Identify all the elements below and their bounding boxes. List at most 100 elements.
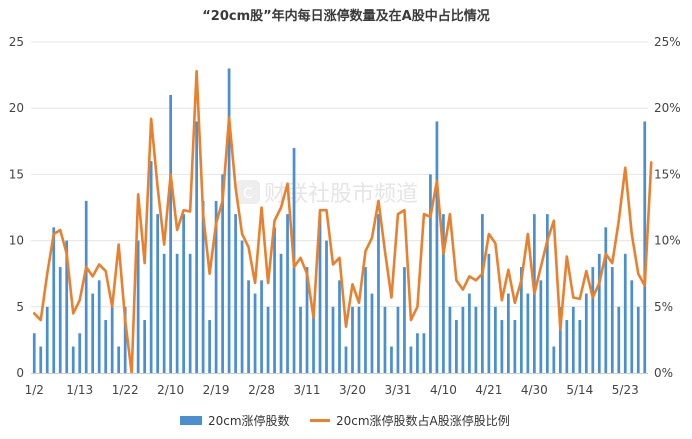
bar xyxy=(221,174,224,373)
bar xyxy=(357,306,361,373)
bar xyxy=(312,306,315,373)
bar xyxy=(84,200,88,373)
bar xyxy=(416,333,419,373)
svg-text:C: C xyxy=(243,186,253,202)
y-tick-label: 5 xyxy=(16,300,24,314)
y2-tick-label: 25% xyxy=(654,35,681,49)
bar xyxy=(461,306,465,373)
x-tick-label: 5/14 xyxy=(566,383,593,397)
bar xyxy=(117,346,121,373)
bar xyxy=(364,267,367,373)
bar xyxy=(565,320,569,373)
x-tick-label: 3/31 xyxy=(384,383,411,397)
bar xyxy=(325,240,328,373)
bar xyxy=(409,346,413,373)
bar xyxy=(149,161,153,373)
bar xyxy=(558,306,562,373)
bar xyxy=(584,293,588,373)
bar xyxy=(305,267,309,373)
bar xyxy=(273,227,276,373)
legend: 20cm涨停股数 20cm涨停股数占A股涨停股比例 xyxy=(180,413,510,428)
bar xyxy=(604,227,608,373)
bar xyxy=(169,94,173,374)
watermark: C 财联社股市频道 xyxy=(236,180,418,207)
bar xyxy=(370,293,374,373)
y2-tick-label: 0% xyxy=(654,366,673,380)
bar xyxy=(65,240,69,373)
x-tick-label: 2/28 xyxy=(248,383,275,397)
bar xyxy=(260,280,263,373)
y-tick-label: 20 xyxy=(9,101,24,115)
bar xyxy=(247,280,250,373)
bar xyxy=(214,200,218,373)
legend-label-line: 20cm涨停股数占A股涨停股比例 xyxy=(336,413,510,428)
bar xyxy=(299,306,302,373)
bar xyxy=(390,346,393,373)
bar xyxy=(227,68,231,373)
bar xyxy=(240,240,244,373)
bar xyxy=(481,214,484,373)
bar xyxy=(643,121,647,373)
bar xyxy=(487,253,491,373)
bar xyxy=(623,253,627,373)
bar xyxy=(71,346,75,373)
bar xyxy=(448,306,452,373)
y-tick-label: 25 xyxy=(9,35,24,49)
bar xyxy=(474,306,478,373)
bar xyxy=(344,346,348,373)
y-tick-label: 10 xyxy=(9,234,24,248)
x-tick-label: 4/30 xyxy=(521,383,548,397)
bar xyxy=(597,253,601,373)
x-tick-label: 2/10 xyxy=(157,383,184,397)
bar xyxy=(195,121,198,373)
bar xyxy=(429,174,432,373)
bar xyxy=(403,267,406,373)
bar xyxy=(45,306,49,373)
bar xyxy=(318,214,322,373)
bar xyxy=(422,333,426,373)
bar xyxy=(468,293,471,373)
legend-swatch-bar xyxy=(180,416,202,425)
bar xyxy=(136,240,140,373)
bar xyxy=(435,121,439,373)
y2-tick-label: 15% xyxy=(654,167,681,181)
chart-title: “20cm股”年内每日涨停数量及在A股中占比情况 xyxy=(202,8,490,24)
bar xyxy=(253,293,257,373)
bar xyxy=(58,267,62,373)
bar xyxy=(552,346,556,373)
bar xyxy=(610,267,614,373)
bar xyxy=(156,214,160,373)
bar xyxy=(91,293,95,373)
y-tick-label: 0 xyxy=(16,366,24,380)
bar xyxy=(571,306,575,373)
bar xyxy=(188,253,192,373)
bar xyxy=(331,306,335,373)
bar xyxy=(208,320,211,373)
legend-label-bar: 20cm涨停股数 xyxy=(208,413,290,428)
bar xyxy=(545,214,549,373)
y2-tick-label: 10% xyxy=(654,234,681,248)
x-tick-label: 1/22 xyxy=(112,383,139,397)
bar xyxy=(234,214,237,373)
bar xyxy=(630,280,634,373)
bar xyxy=(143,320,147,373)
y-axis-left: 0 5 10 15 20 25 xyxy=(9,35,24,380)
bar xyxy=(175,253,179,373)
bar xyxy=(500,320,504,373)
bar xyxy=(519,267,523,373)
bar xyxy=(104,320,108,373)
bar xyxy=(578,320,582,373)
bar xyxy=(123,306,127,373)
y-axis-right: 0% 5% 10% 15% 20% 25% xyxy=(654,35,681,380)
bar xyxy=(494,306,497,373)
bar xyxy=(442,214,445,373)
bar xyxy=(513,320,517,373)
bar xyxy=(266,306,270,373)
bar xyxy=(338,280,341,373)
bar xyxy=(52,227,56,373)
bar xyxy=(351,306,354,373)
bar xyxy=(286,214,289,373)
bar xyxy=(539,280,543,373)
bar xyxy=(617,306,621,373)
y2-tick-label: 20% xyxy=(654,101,681,115)
